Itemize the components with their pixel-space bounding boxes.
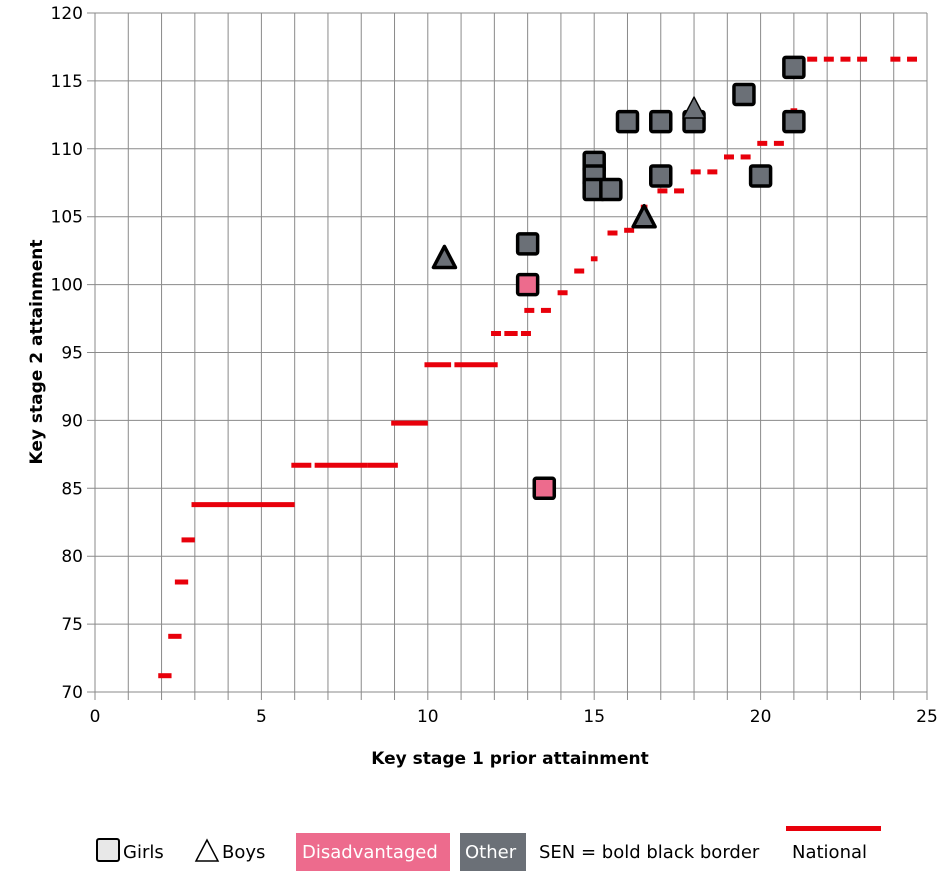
boy-point (682, 96, 706, 119)
legend-sen-note: SEN = bold black border (539, 842, 760, 863)
legend-girls-swatch (96, 838, 120, 862)
girl-point (515, 272, 540, 297)
x-tick-label: 15 (583, 707, 605, 727)
y-tick-label: 100 (51, 276, 83, 296)
legend-national-swatch (786, 826, 881, 831)
girl-point (599, 177, 623, 202)
girl-point (748, 164, 773, 188)
y-tick-label: 85 (61, 479, 83, 499)
x-tick-label: 0 (90, 707, 101, 727)
legend-disadvantaged-label: Disadvantaged (302, 842, 438, 863)
x-axis-title: Key stage 1 prior attainment (371, 749, 648, 769)
girl-point (532, 476, 557, 501)
legend-boys-label: Boys (222, 842, 265, 863)
girl-point (515, 232, 540, 256)
y-tick-label: 80 (61, 547, 83, 567)
legend-girls-label: Girls (123, 842, 164, 863)
girl-point (782, 55, 806, 80)
boy-point (431, 244, 458, 270)
y-tick-label: 90 (61, 411, 83, 431)
legend-national-label: National (792, 842, 867, 863)
x-tick-label: 5 (256, 707, 267, 727)
grid (87, 12, 928, 700)
y-tick-label: 95 (61, 344, 83, 364)
y-tick-label: 120 (51, 4, 83, 24)
x-tick-label: 10 (417, 707, 439, 727)
y-tick-label: 110 (51, 140, 83, 160)
y-tick-label: 70 (61, 683, 83, 703)
girl-point (615, 109, 640, 134)
legend-boys-swatch (194, 838, 220, 862)
legend-disadvantaged-badge (296, 833, 450, 871)
national-line (158, 56, 918, 679)
x-tick-label: 20 (750, 707, 772, 727)
legend: Girls Boys Disadvantaged Other SEN = bol… (96, 826, 881, 871)
y-tick-label: 115 (51, 72, 83, 92)
tick-labels: 0 5 10 15 20 25 70 75 80 85 90 95 100 105 110 115 120 (51, 4, 938, 727)
girl-point (649, 109, 673, 134)
data-points (431, 55, 806, 501)
y-tick-label: 75 (61, 615, 83, 635)
girl-point (732, 82, 756, 107)
boy-point (631, 203, 657, 229)
girl-point (649, 164, 673, 188)
girl-point (782, 109, 806, 134)
legend-other-label: Other (465, 842, 517, 863)
x-tick-label: 25 (916, 707, 938, 727)
y-axis-title: Key stage 2 attainment (27, 239, 47, 464)
y-tick-label: 105 (51, 208, 83, 228)
legend-other-badge (460, 833, 526, 871)
